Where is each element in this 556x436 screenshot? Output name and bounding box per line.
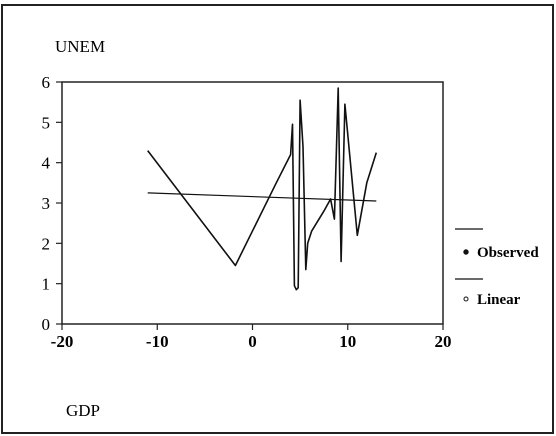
x-tick-label: -10	[146, 332, 169, 351]
x-axis-title: GDP	[66, 401, 100, 420]
y-axis-ticks: 0 1 2 3 4 5 6	[42, 73, 62, 334]
y-tick-label: 0	[42, 315, 51, 334]
series-line-observed	[147, 87, 378, 291]
x-tick-label: -20	[51, 332, 74, 351]
y-tick-label: 1	[42, 275, 51, 294]
series-layer	[147, 87, 378, 291]
legend-label-observed: Observed	[477, 245, 539, 261]
x-tick-label: 0	[248, 332, 257, 351]
legend-marker-linear	[463, 296, 469, 302]
y-tick-label: 3	[42, 194, 51, 213]
outer-border	[1, 4, 554, 434]
y-tick-label: 6	[42, 73, 51, 92]
x-tick-label: 10	[339, 332, 356, 351]
x-axis-ticks: -20 -10 0 10 20	[51, 324, 452, 351]
x-tick-label: 20	[435, 332, 452, 351]
legend-marker-observed	[463, 249, 469, 255]
y-tick-label: 2	[42, 234, 51, 253]
y-tick-label: 4	[42, 154, 51, 173]
plot-area-border	[61, 81, 444, 325]
legend: Observed Linear	[455, 228, 539, 308]
legend-label-linear: Linear	[477, 292, 521, 308]
y-tick-label: 5	[42, 113, 51, 132]
y-axis-title: UNEM	[55, 37, 105, 56]
series-line-linear	[147, 192, 377, 202]
